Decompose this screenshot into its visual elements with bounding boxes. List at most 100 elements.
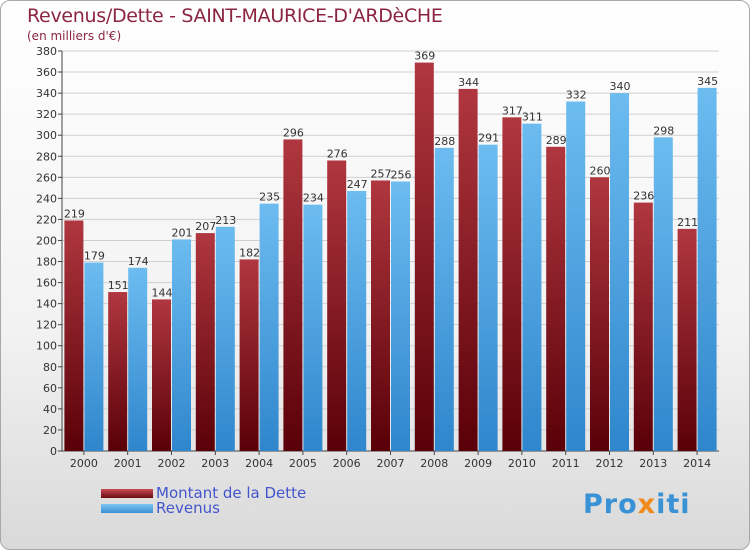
y-tick-label: 300 xyxy=(36,129,57,142)
x-tick-label: 2005 xyxy=(289,457,317,470)
y-tick-label: 200 xyxy=(36,234,57,247)
data-label-revenue: 332 xyxy=(566,89,587,102)
x-tick-label: 2010 xyxy=(508,457,536,470)
x-tick-label: 2014 xyxy=(683,457,711,470)
data-label-revenue: 288 xyxy=(434,135,455,148)
y-tick-label: 120 xyxy=(36,319,57,332)
x-tick-label: 2003 xyxy=(201,457,229,470)
proxiti-logo: Proxiti xyxy=(583,489,691,520)
data-label-revenue: 179 xyxy=(84,250,105,263)
bar-debt xyxy=(195,233,215,451)
x-tick-label: 2004 xyxy=(245,457,273,470)
x-tick-label: 2012 xyxy=(596,457,624,470)
bar-revenue xyxy=(566,101,586,452)
y-tick-label: 20 xyxy=(43,424,57,437)
y-tick-label: 240 xyxy=(36,192,57,205)
y-tick-label: 380 xyxy=(36,45,57,58)
y-tick-label: 100 xyxy=(36,340,57,353)
data-label-debt: 289 xyxy=(546,134,567,147)
chart-subtitle: (en milliers d'€) xyxy=(27,29,122,43)
y-tick-label: 320 xyxy=(36,108,57,121)
data-label-debt: 276 xyxy=(327,147,348,160)
data-label-debt: 344 xyxy=(458,76,479,89)
bar-revenue xyxy=(391,181,410,452)
legend-swatch-debt xyxy=(101,489,153,498)
data-labels: 219 179 151 174 144 201 207 213 182 235 296 234 276 2… xyxy=(64,50,718,300)
data-label-revenue: 213 xyxy=(215,214,236,227)
x-tick-label: 2013 xyxy=(639,457,667,470)
data-label-debt: 236 xyxy=(633,190,654,203)
bar-debt xyxy=(64,220,84,451)
x-tick-label: 2000 xyxy=(70,457,98,470)
bar-debt xyxy=(546,146,566,451)
data-label-debt: 296 xyxy=(283,126,304,139)
data-label-revenue: 247 xyxy=(347,178,368,191)
axes: 0 20 40 60 80 100 120 140 160 180 200 220 240 260 280 3… xyxy=(36,45,719,470)
bar-revenue xyxy=(697,87,717,451)
x-tick-label: 2008 xyxy=(420,457,448,470)
x-tick-label: 2011 xyxy=(552,457,580,470)
bar-debt xyxy=(502,117,522,451)
data-label-debt: 182 xyxy=(239,246,260,259)
x-tick-label: 2007 xyxy=(377,457,405,470)
bar-debt xyxy=(458,88,478,451)
chart-title: Revenus/Dette - SAINT-MAURICE-D'ARDèCHE xyxy=(27,5,443,27)
legend-label-revenue: Revenus xyxy=(156,499,220,517)
legend-swatch-revenue xyxy=(101,504,153,513)
y-tick-label: 220 xyxy=(36,213,57,226)
y-tick-label: 60 xyxy=(43,382,57,395)
data-label-debt: 260 xyxy=(590,164,611,177)
y-tick-label: 140 xyxy=(36,298,57,311)
data-label-revenue: 340 xyxy=(610,80,631,93)
bar-revenue xyxy=(478,144,498,451)
bar-revenue xyxy=(128,267,148,451)
y-tick-label: 360 xyxy=(36,66,57,79)
x-tick-label: 2001 xyxy=(114,457,142,470)
data-label-debt: 151 xyxy=(108,279,129,292)
bar-debt xyxy=(327,160,347,451)
data-label-debt: 144 xyxy=(152,286,173,299)
data-label-debt: 211 xyxy=(677,216,698,229)
y-tick-label: 260 xyxy=(36,171,57,184)
y-tick-label: 280 xyxy=(36,150,57,163)
legend-label-debt: Montant de la Dette xyxy=(156,484,307,502)
data-label-revenue: 235 xyxy=(259,191,280,204)
x-tick-label: 2009 xyxy=(464,457,492,470)
data-label-debt: 219 xyxy=(64,207,85,220)
bar-debt xyxy=(633,202,653,451)
bar-debt xyxy=(371,180,390,451)
data-label-debt: 369 xyxy=(414,50,435,63)
y-tick-label: 80 xyxy=(43,361,57,374)
grid-lines xyxy=(62,50,719,452)
data-label-revenue: 174 xyxy=(128,255,149,268)
data-label-revenue: 291 xyxy=(478,132,499,145)
y-tick-label: 40 xyxy=(43,403,57,416)
bar-debt xyxy=(239,259,259,451)
y-tick-label: 0 xyxy=(50,445,57,458)
bar-revenue xyxy=(522,123,542,451)
bar-debt xyxy=(283,139,303,451)
data-label-debt: 317 xyxy=(502,104,523,117)
data-label-revenue: 201 xyxy=(172,226,193,239)
bar-revenue xyxy=(610,93,629,452)
data-label-revenue: 234 xyxy=(303,192,324,205)
x-tick-label: 2006 xyxy=(333,457,361,470)
y-tick-label: 340 xyxy=(36,87,57,100)
bar-revenue xyxy=(347,191,367,451)
bar-revenue xyxy=(259,203,279,451)
bar-debt xyxy=(590,177,609,451)
y-tick-label: 160 xyxy=(36,277,57,290)
bar-debt xyxy=(108,292,128,451)
bar-debt xyxy=(152,299,171,451)
bar-revenue xyxy=(215,226,235,451)
y-tick-label: 180 xyxy=(36,256,57,269)
data-label-debt: 207 xyxy=(195,220,216,233)
bar-revenue xyxy=(84,262,104,451)
bar-revenue xyxy=(172,239,191,451)
data-label-revenue: 298 xyxy=(653,124,674,137)
logo-part-b: x xyxy=(637,489,657,520)
x-tick-label: 2002 xyxy=(158,457,186,470)
logo-part-a: Pro xyxy=(583,489,638,520)
